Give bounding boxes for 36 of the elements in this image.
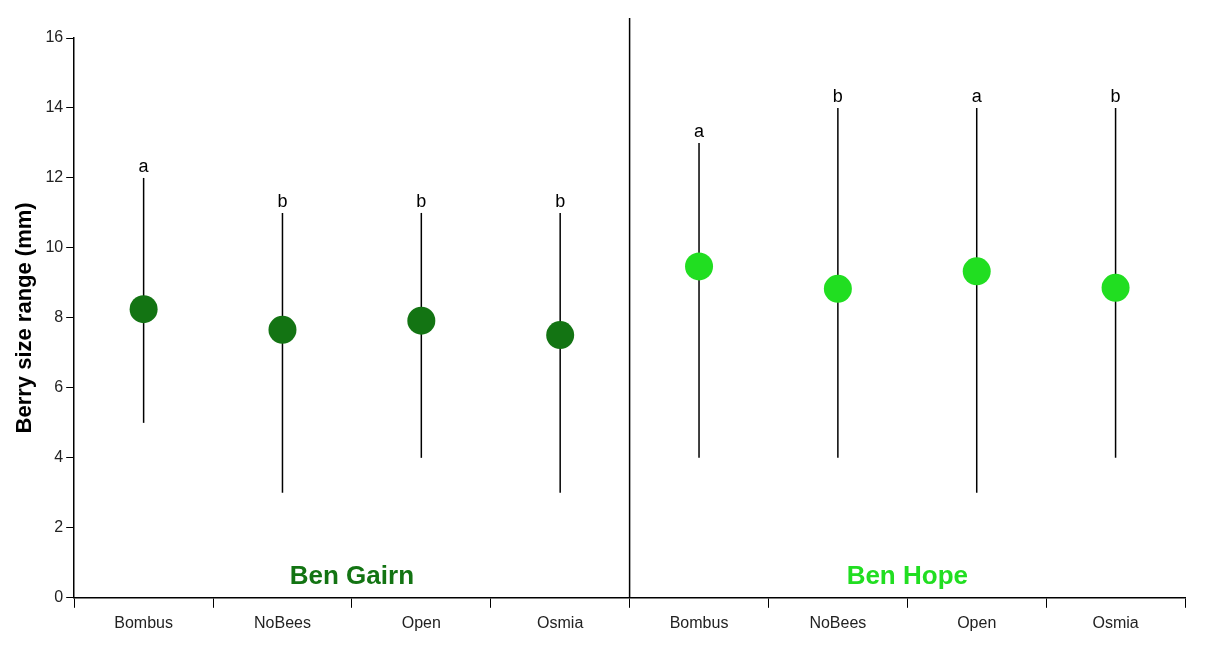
point xyxy=(1101,273,1130,302)
y-tick-label: 8 xyxy=(54,308,64,326)
point xyxy=(268,315,297,344)
x-tick-label: Open xyxy=(401,613,441,631)
point xyxy=(546,321,575,350)
annotation: b xyxy=(832,85,843,106)
y-tick-label: 12 xyxy=(45,168,64,186)
y-axis-title: Berry size range (mm) xyxy=(11,202,37,434)
text: Ben Gairn xyxy=(289,559,415,590)
x-tick-label: NoBees xyxy=(809,613,867,631)
y-tick-label: 14 xyxy=(45,98,64,116)
annotation: a xyxy=(971,85,983,106)
y-tick-label: 16 xyxy=(45,28,64,46)
annotation: a xyxy=(138,155,150,176)
y-tick-label: 4 xyxy=(54,448,64,466)
point xyxy=(962,257,991,286)
y-tick-label: 6 xyxy=(54,378,64,396)
annotation: a xyxy=(694,120,706,141)
x-tick-label: Bombus xyxy=(669,613,729,631)
x-tick-label: Bombus xyxy=(114,613,173,631)
annotation: b xyxy=(1110,85,1121,106)
point xyxy=(129,295,158,324)
annotation: b xyxy=(277,190,288,211)
point xyxy=(685,252,714,281)
y-tick-label: 2 xyxy=(54,518,64,536)
annotation: b xyxy=(555,190,566,211)
x-tick-label: Osmia xyxy=(537,613,584,631)
x-tick-label: Open xyxy=(957,613,997,631)
x-tick-label: Osmia xyxy=(1092,613,1139,631)
y-tick-label: 0 xyxy=(54,588,64,606)
x-tick-label: NoBees xyxy=(254,613,311,631)
point xyxy=(823,274,852,303)
text: Ben Hope xyxy=(846,559,968,590)
y-tick-label: 10 xyxy=(45,238,64,256)
annotation: b xyxy=(416,190,427,211)
point xyxy=(407,306,436,335)
